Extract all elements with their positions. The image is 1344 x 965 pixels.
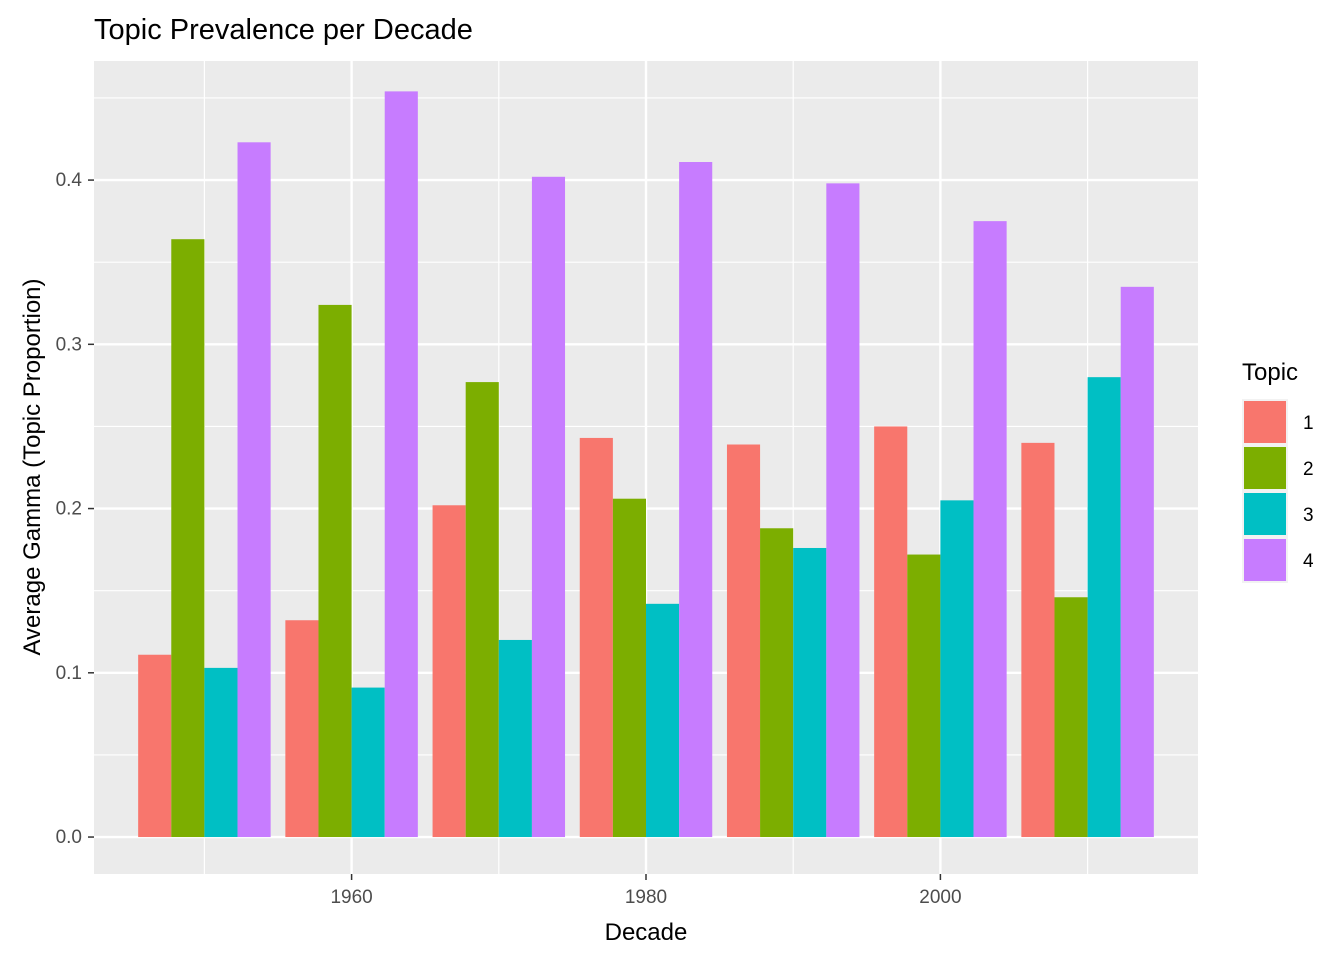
x-axis: 1960 1980 2000 [330,874,962,908]
legend-label-topic-2: 2 [1303,459,1314,480]
y-tick-label: 0.0 [56,827,82,848]
bar-topic-2-1970 [465,382,499,838]
bar-topic-4-2000 [973,221,1007,838]
legend-label-topic-4: 4 [1303,551,1314,572]
legend-swatch-topic-1 [1244,401,1286,443]
legend-title: Topic [1242,359,1298,386]
bar-topic-3-1950 [204,667,238,838]
bar-topic-3-2010 [1087,377,1121,838]
bar-topic-2-1960 [318,304,352,838]
bar-topic-3-1980 [646,603,680,838]
legend-swatch-topic-3 [1244,493,1286,535]
y-tick-label: 0.2 [56,499,82,520]
bar-topic-2-1990 [760,528,794,838]
y-axis: 0.0 0.1 0.2 0.3 0.4 [56,170,94,848]
bar-topic-3-1960 [351,687,385,838]
bars [138,91,1154,838]
bar-topic-1-1990 [726,444,761,838]
x-tick-label: 1980 [625,887,667,908]
bar-topic-4-1970 [531,176,566,838]
legend-swatch-topic-4 [1244,539,1286,581]
legend-swatch-topic-2 [1244,447,1286,489]
legend-items: 1 2 3 4 [1242,399,1314,583]
bar-topic-4-1960 [384,91,418,838]
y-tick-label: 0.4 [56,170,83,191]
bar-topic-1-1970 [432,505,466,838]
legend: Topic 1 2 3 4 [1242,359,1314,583]
x-tick-label: 2000 [919,887,961,908]
y-tick-label: 0.1 [56,663,82,684]
y-tick-label: 0.3 [56,334,82,355]
bar-topic-4-2010 [1120,286,1154,838]
bar-topic-1-2010 [1021,442,1055,838]
bar-topic-4-1990 [826,183,860,838]
bar-topic-3-1970 [498,639,532,838]
bar-topic-2-2010 [1054,597,1088,838]
x-tick-label: 1960 [330,887,372,908]
bar-topic-1-1960 [285,620,319,838]
legend-label-topic-3: 3 [1303,505,1314,526]
bar-topic-2-2000 [907,554,941,838]
bar-topic-1-1950 [138,654,172,838]
bar-topic-3-2000 [940,500,974,838]
bar-topic-4-1980 [679,162,713,838]
bar-topic-2-1980 [612,498,646,838]
y-axis-title: Average Gamma (Topic Proportion) [19,278,46,655]
x-axis-title: Decade [605,919,688,946]
bar-topic-4-1950 [237,142,271,838]
bar-topic-1-2000 [874,426,908,838]
bar-topic-3-1990 [793,547,827,838]
legend-label-topic-1: 1 [1303,413,1314,434]
bar-topic-2-1950 [171,239,205,838]
chart-title: Topic Prevalence per Decade [94,14,473,46]
bar-topic-1-1980 [579,437,613,838]
